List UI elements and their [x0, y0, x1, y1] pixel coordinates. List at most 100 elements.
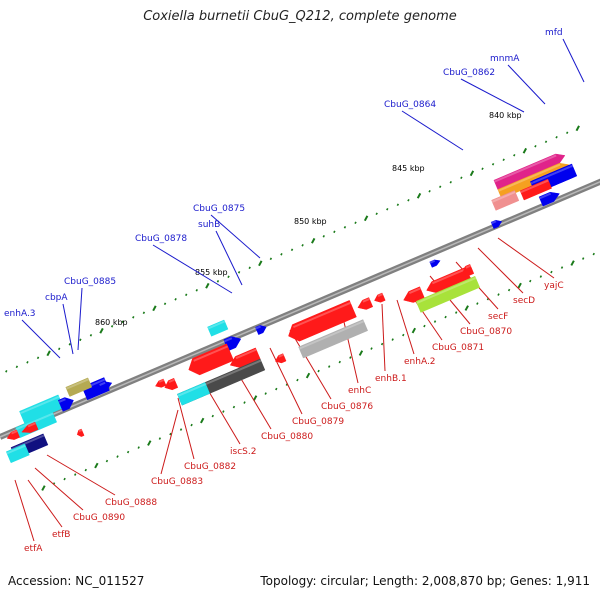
scale-tick [522, 147, 528, 154]
scale-tick [63, 477, 66, 481]
scale-tick [354, 221, 357, 225]
gene-label-secf: secF [488, 312, 508, 322]
gene-label-cbug-0888: CbuG_0888 [105, 498, 157, 508]
map-title: Coxiella burnetii CbuG_Q212, complete ge… [143, 9, 457, 24]
accession-text: Accession: NC_011527 [8, 574, 145, 588]
scale-tick [290, 248, 294, 252]
scale-tick [539, 275, 543, 278]
gene-arrow [65, 377, 93, 397]
scale-tick [338, 360, 341, 364]
scale-label: 850 kbp [294, 217, 327, 226]
scale-tick [363, 215, 369, 222]
scale-label: 860 kbp [95, 318, 128, 327]
scale-label: 855 kbp [195, 268, 228, 277]
scale-tick [565, 131, 569, 135]
scale-tick [132, 316, 135, 319]
gene-label-cbug-0883: CbuG_0883 [151, 477, 203, 487]
scale-tick [513, 154, 516, 157]
scale-tick [116, 455, 119, 458]
scale-tick [469, 170, 475, 177]
scale-tick [349, 356, 352, 359]
scale-tick [79, 338, 82, 342]
leader-line [14, 479, 35, 542]
leader-line [46, 454, 116, 496]
scale-tick [84, 468, 87, 472]
gene-label-cbug-0879: CbuG_0879 [292, 417, 344, 427]
gene-arrow [21, 421, 39, 433]
scale-tick [464, 305, 469, 311]
gene-arrow [188, 343, 235, 376]
scale-tick [402, 333, 405, 337]
gene-label-etfa: etfA [24, 544, 43, 554]
scale-tick [237, 271, 241, 274]
scale-tick [211, 414, 214, 418]
scale-tick [328, 365, 331, 368]
scale-tick [264, 392, 267, 395]
scale-tick [94, 462, 99, 469]
gene-labels: mfd mnmA CbuG_0862 CbuG_0864 CbuG_0875 suhB Cb… [4, 28, 564, 554]
gene-arrow [490, 219, 503, 229]
gene-arrow [6, 429, 21, 440]
scale-tick [380, 342, 384, 346]
scale-tick [205, 282, 210, 289]
scale-tick [592, 252, 595, 256]
leader-line [401, 110, 464, 151]
gene-arrow [207, 319, 229, 337]
scale-tick [169, 432, 172, 436]
leader-line [215, 230, 243, 286]
leader-line [204, 384, 241, 445]
leader-line [210, 214, 261, 259]
scale-tick [74, 473, 77, 476]
scale-label: 840 kbp [489, 111, 522, 120]
scale-tick [179, 428, 183, 431]
gene-arrow [462, 264, 475, 276]
gene-label-cbug-0878: CbuG_0878 [135, 234, 187, 244]
gene-label-etfb: etfB [52, 530, 70, 540]
scale-tick [195, 289, 198, 292]
gene-arrow [491, 190, 520, 211]
scale-tick [227, 275, 230, 279]
label-leader-lines [14, 38, 585, 542]
gene-arrow [519, 178, 552, 201]
scale-tick [416, 192, 422, 199]
scale-tick [58, 347, 61, 351]
scale-tick [560, 266, 564, 269]
gene-arrow [298, 319, 369, 359]
gene-arrow [288, 300, 357, 342]
scale-tick [444, 315, 447, 319]
leader-line [396, 299, 415, 355]
scale-tick [391, 338, 394, 341]
scale-tick [269, 257, 273, 261]
scale-tick [200, 417, 205, 424]
scale-tick [317, 369, 320, 373]
scale-tick [428, 190, 431, 193]
gene-arrow [357, 297, 374, 310]
leader-line [269, 347, 303, 415]
scale-tick [137, 446, 140, 449]
scale-tick [550, 270, 553, 274]
scale-tick [275, 387, 278, 391]
gene-label-cbug-0876: CbuG_0876 [321, 402, 373, 412]
scale-tick [507, 288, 511, 292]
scale-tick [41, 485, 46, 491]
gene-label-secd: secD [513, 296, 535, 306]
gene-label-mnma: mnmA [490, 54, 520, 64]
scale-tick [454, 311, 458, 314]
gene-arrow [57, 397, 74, 412]
scale-tick [460, 176, 463, 180]
gene-arrow [403, 286, 425, 303]
leader-line [477, 247, 524, 294]
gene-arrow [76, 428, 85, 437]
gene-label-enhb-1: enhB.1 [375, 374, 407, 384]
leader-line [160, 409, 179, 475]
gene-label-yajc: yajC [544, 281, 564, 291]
scale-tick [232, 405, 236, 409]
scale-tick [570, 260, 575, 266]
gene-arrow [98, 381, 113, 392]
scale-tick [529, 279, 532, 283]
gene-label-cbug-0862: CbuG_0862 [443, 68, 495, 78]
scale-tick [322, 235, 325, 238]
scale-tick [358, 350, 364, 356]
leader-line [497, 237, 555, 279]
gene-arrow [229, 347, 261, 368]
